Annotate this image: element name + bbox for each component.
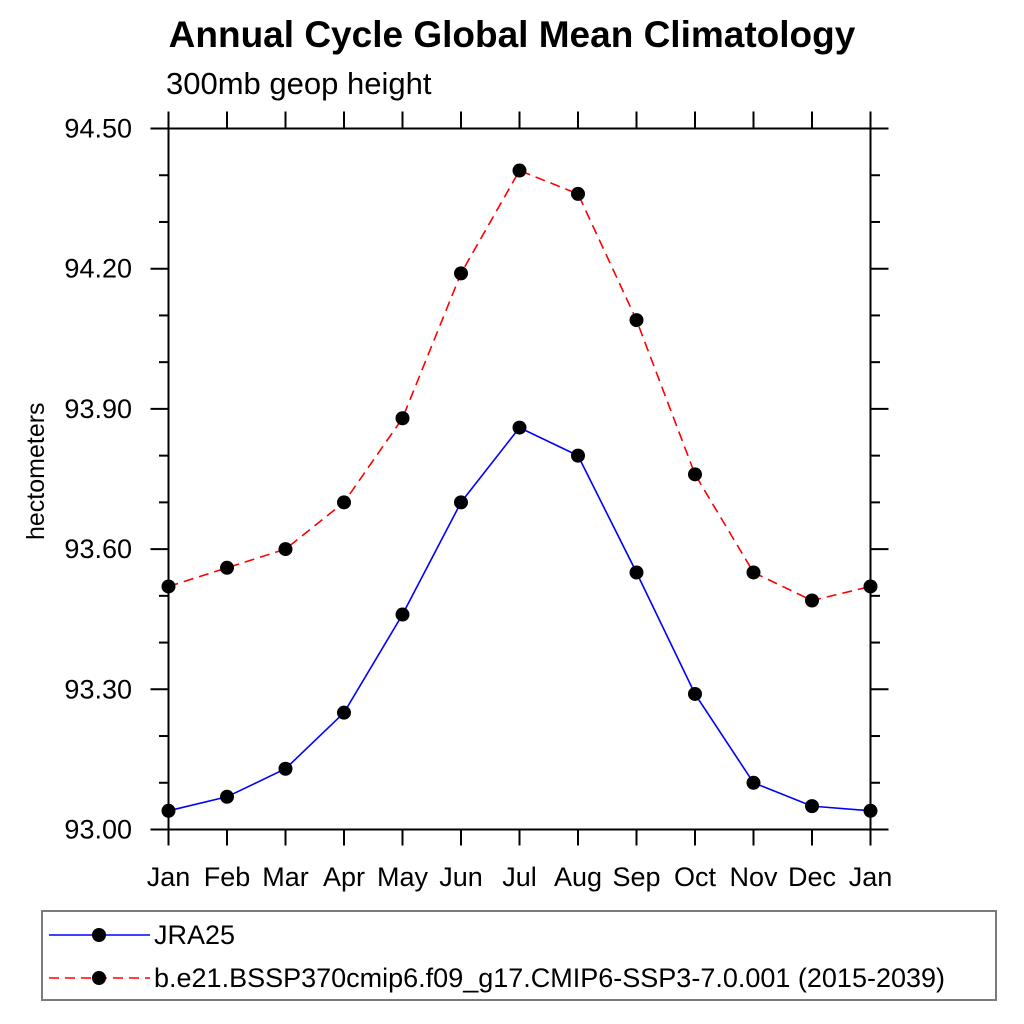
data-point-marker xyxy=(454,266,468,281)
data-point-marker xyxy=(746,565,761,580)
data-point-marker xyxy=(746,775,761,790)
data-point-marker xyxy=(220,789,234,804)
data-point-marker xyxy=(571,186,585,201)
x-tick-label: Aug xyxy=(554,862,602,892)
x-tick-label: Jan xyxy=(147,862,191,892)
x-tick-label: Jun xyxy=(439,862,483,892)
legend-label-model-run: b.e21.BSSP370cmip6.f09_g17.CMIP6-SSP3-7.… xyxy=(154,963,946,993)
x-axis-ticks xyxy=(167,111,872,846)
data-point-marker xyxy=(512,420,527,435)
x-tick-label: Dec xyxy=(788,862,836,892)
data-point-marker xyxy=(220,560,234,575)
y-tick-label: 94.20 xyxy=(64,254,132,284)
legend-item-model-run: b.e21.BSSP370cmip6.f09_g17.CMIP6-SSP3-7.… xyxy=(48,963,946,993)
data-point-marker xyxy=(395,411,410,426)
data-point-marker xyxy=(629,565,644,580)
data-point-marker xyxy=(571,448,585,463)
data-point-marker xyxy=(512,163,527,178)
y-tick-label: 93.00 xyxy=(64,815,132,845)
x-tick-label: Jul xyxy=(502,862,537,892)
y-axis-tick-labels: 93.00 93.30 93.60 93.90 94.20 94.50 xyxy=(64,114,132,845)
x-tick-label: Sep xyxy=(612,862,660,892)
x-tick-label: Oct xyxy=(674,862,717,892)
y-tick-label: 93.60 xyxy=(64,534,132,564)
y-tick-label: 93.90 xyxy=(64,394,132,424)
data-point-marker xyxy=(337,495,351,510)
x-tick-label: Feb xyxy=(204,862,251,892)
data-point-marker xyxy=(629,313,644,328)
data-point-marker xyxy=(805,799,819,814)
x-tick-label: Nov xyxy=(729,862,778,892)
chart-title: Annual Cycle Global Mean Climatology xyxy=(168,14,856,55)
x-tick-label: Jan xyxy=(849,862,893,892)
data-point-marker xyxy=(454,495,468,510)
plot-frame xyxy=(167,127,872,831)
data-point-marker xyxy=(278,542,293,557)
series-markers-0 xyxy=(161,420,878,818)
series-markers-1 xyxy=(161,163,878,608)
data-point-marker xyxy=(863,579,878,594)
data-point-marker xyxy=(863,803,878,818)
data-point-marker xyxy=(395,607,410,622)
legend-label-jra25: JRA25 xyxy=(154,920,236,950)
series-line-0 xyxy=(168,426,871,812)
data-point-marker xyxy=(278,761,293,776)
data-point-marker xyxy=(161,579,176,594)
data-point-marker xyxy=(805,593,819,608)
x-tick-label: Apr xyxy=(323,862,365,892)
legend-box: JRA25 b.e21.BSSP370cmip6.f09_g17.CMIP6-S… xyxy=(41,910,997,1001)
y-tick-label: 93.30 xyxy=(64,674,132,704)
series-line-1 xyxy=(168,169,871,602)
legend-item-jra25: JRA25 xyxy=(48,920,236,950)
legend-line-sample-dashed xyxy=(49,971,150,985)
data-point-marker xyxy=(688,686,702,701)
y-axis-ticks xyxy=(150,127,889,831)
chart-subtitle: 300mb geop height xyxy=(166,66,432,101)
x-tick-label: May xyxy=(377,862,429,892)
y-tick-label: 94.50 xyxy=(64,114,132,144)
legend-line-sample-solid xyxy=(49,928,150,942)
x-axis-tick-labels: Jan Feb Mar Apr May Jun Jul Aug Sep Oct Nov Dec Jan xyxy=(147,862,893,892)
data-point-marker xyxy=(337,705,351,720)
x-tick-label: Mar xyxy=(262,862,309,892)
data-point-marker xyxy=(688,467,702,482)
data-point-marker xyxy=(161,803,176,818)
